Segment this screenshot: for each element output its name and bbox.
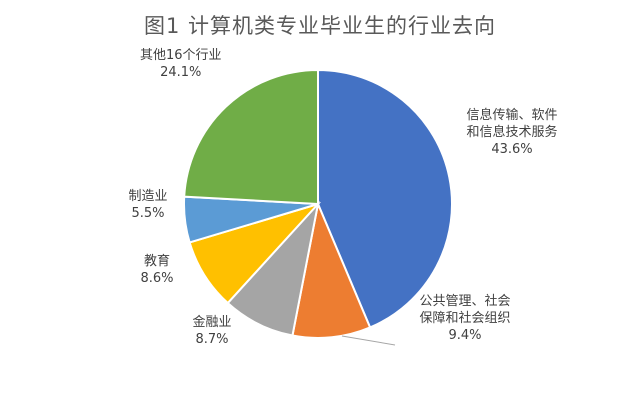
slice-label-name-4-0: 制造业 bbox=[128, 189, 168, 204]
slice-label-name-1-1: 保障和社会组织 bbox=[419, 310, 511, 326]
slice-label-5: 其他16个行业 24.1% bbox=[140, 47, 222, 81]
slice-label-value-4: 5.5% bbox=[131, 206, 165, 221]
slice-label-value-1: 9.4% bbox=[448, 327, 482, 343]
slice-label-name-5-0: 其他16个行业 bbox=[140, 48, 222, 63]
slice-label-0: 信息传输、软件 和信息技术服务 43.6% bbox=[467, 107, 558, 158]
slice-label-name-0-0: 信息传输、软件 bbox=[466, 107, 558, 123]
slice-label-4: 制造业 5.5% bbox=[129, 188, 168, 222]
chart-title: 图1 计算机类专业毕业生的行业去向 bbox=[143, 14, 497, 38]
slice-label-name-0-1: 和信息技术服务 bbox=[466, 124, 558, 140]
slice-label-1: 公共管理、社会 保障和社会组织 9.4% bbox=[420, 293, 511, 344]
slice-label-value-3: 8.6% bbox=[140, 271, 174, 286]
slice-label-value-2: 8.7% bbox=[195, 332, 229, 347]
pie-slice-0 bbox=[317, 68, 453, 329]
slice-label-name-2-0: 金融业 bbox=[192, 315, 232, 330]
slice-label-value-5: 24.1% bbox=[160, 65, 202, 80]
leader-line-1 bbox=[341, 335, 396, 346]
slice-label-2: 金融业 8.7% bbox=[193, 314, 232, 348]
slice-label-name-3-0: 教育 bbox=[144, 254, 171, 269]
slice-label-name-1-0: 公共管理、社会 bbox=[419, 293, 511, 309]
slice-label-value-0: 43.6% bbox=[491, 141, 533, 157]
slice-label-3: 教育 8.6% bbox=[141, 253, 174, 287]
pie-slice-5 bbox=[183, 68, 319, 206]
